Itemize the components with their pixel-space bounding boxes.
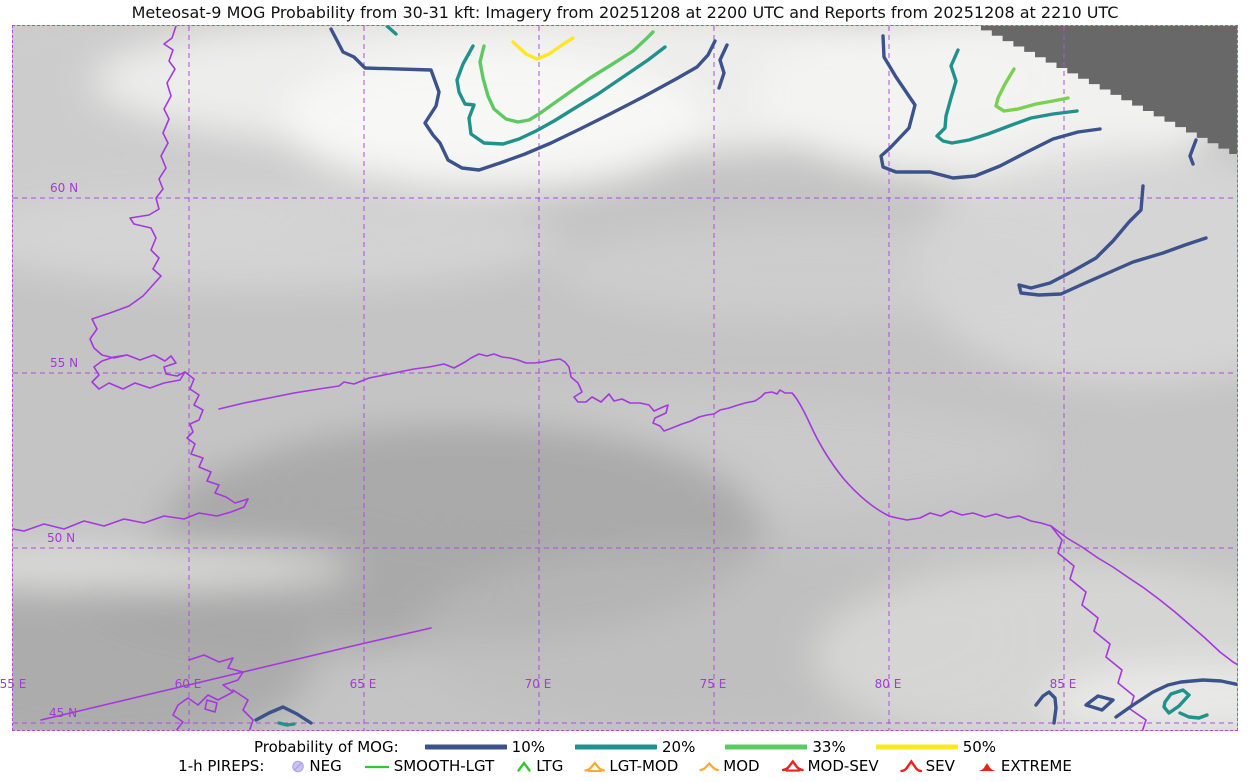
page-title: Meteosat-9 MOG Probability from 30-31 kf… bbox=[131, 3, 1119, 22]
contour-20-southeast-arc bbox=[1178, 711, 1209, 720]
legend-item-ltg: LTG bbox=[515, 757, 563, 775]
lon-label-70e: 70 E bbox=[524, 677, 552, 691]
contour-10-southeast-chevron bbox=[1034, 690, 1058, 725]
legend-label-sev: SEV bbox=[925, 757, 955, 775]
contours-33pct bbox=[478, 30, 1070, 124]
legend-label-mod-sev: MOD-SEV bbox=[807, 757, 879, 775]
contour-33-northeast bbox=[994, 67, 1070, 113]
legend-item-33pct: 33% bbox=[725, 738, 846, 756]
lon-label-75e: 75 E bbox=[699, 677, 727, 691]
lat-label-60n: 60 N bbox=[50, 181, 79, 195]
country-borders bbox=[13, 26, 1237, 730]
border-southeast-arm bbox=[1050, 525, 1237, 666]
lon-label-80e: 80 E bbox=[874, 677, 902, 691]
legend-item-mod: MOD bbox=[699, 757, 760, 775]
coast-island-2 bbox=[204, 699, 218, 713]
contour-swatch-10pct-icon bbox=[424, 744, 507, 750]
legend-item-smooth-lgt: SMOOTH-LGT bbox=[363, 757, 495, 775]
lon-label-60e: 60 E bbox=[174, 677, 202, 691]
border-lake-loop bbox=[91, 354, 186, 390]
legend-item-20pct: 20% bbox=[575, 738, 695, 756]
legend-item-50pct: 50% bbox=[875, 738, 997, 756]
pirep-sev-icon bbox=[899, 759, 922, 773]
legend-item-lgt-mod: LGT-MOD bbox=[584, 757, 678, 775]
border-diagonal-southwest bbox=[40, 627, 432, 721]
pirep-ltg-icon bbox=[517, 760, 531, 772]
pirep-lgt-mod-icon bbox=[584, 760, 606, 772]
legend-label-ltg: LTG bbox=[536, 757, 564, 775]
satellite-imagery bbox=[13, 26, 1237, 730]
mog-legend-row: Probability of MOG: 10% 20% 33% bbox=[254, 738, 996, 756]
contour-20-north-stub bbox=[385, 26, 398, 36]
contour-20-north-center bbox=[455, 44, 667, 146]
lat-label-55n: 55 N bbox=[50, 356, 79, 370]
legend-item-mod-sev: MOD-SEV bbox=[781, 757, 879, 775]
contour-10-northeast bbox=[879, 34, 1102, 180]
lat-label-50n: 50 N bbox=[47, 531, 76, 545]
contour-swatch-20pct-icon bbox=[575, 744, 658, 750]
legend-label-mod: MOD bbox=[723, 757, 760, 775]
contour-swatch-50pct-icon bbox=[875, 744, 958, 750]
contour-10-south-small bbox=[254, 705, 313, 725]
pireps-legend-title: 1-h PIREPS: bbox=[178, 757, 265, 775]
border-main bbox=[218, 353, 1052, 527]
coast-island-1 bbox=[172, 654, 244, 730]
contour-33-north-center bbox=[478, 30, 655, 124]
contour-10-southeast-loop bbox=[1084, 694, 1115, 712]
border-river-northwest bbox=[89, 26, 177, 359]
pirep-smooth-lgt-icon bbox=[364, 765, 389, 768]
lon-label-55e: 55 E bbox=[0, 677, 27, 691]
pirep-neg-icon bbox=[292, 760, 305, 772]
legend: Probability of MOG: 10% 20% 33% bbox=[0, 731, 1250, 782]
pireps-legend-row: 1-h PIREPS: NEG SMOOTH-LGT LTG bbox=[178, 757, 1072, 775]
legend-item-neg: NEG bbox=[290, 757, 342, 775]
legend-item-sev: SEV bbox=[899, 757, 955, 775]
coast-island-3 bbox=[232, 689, 254, 730]
legend-label-50pct: 50% bbox=[962, 738, 997, 756]
grid-lines bbox=[13, 26, 1237, 730]
contour-50-north-center bbox=[511, 36, 575, 61]
contour-10-east bbox=[1017, 184, 1208, 297]
no-data-region bbox=[981, 26, 1237, 154]
legend-label-20pct: 20% bbox=[662, 738, 696, 756]
legend-item-extreme: EXTREME bbox=[976, 757, 1072, 775]
pirep-mod-icon bbox=[699, 761, 720, 771]
lon-label-85e: 85 E bbox=[1049, 677, 1077, 691]
satellite-map bbox=[13, 26, 1237, 730]
legend-label-extreme: EXTREME bbox=[1000, 757, 1072, 775]
legend-label-lgt-mod: LGT-MOD bbox=[609, 757, 679, 775]
contours-50pct bbox=[511, 36, 575, 61]
border-west-strand bbox=[184, 371, 249, 504]
legend-label-10pct: 10% bbox=[511, 738, 546, 756]
contours-10pct bbox=[254, 27, 1237, 725]
lon-label-65e: 65 E bbox=[349, 677, 377, 691]
contour-20-southeast-loop bbox=[1162, 688, 1191, 715]
lat-label-45n: 45 N bbox=[49, 706, 78, 720]
legend-label-neg: NEG bbox=[309, 757, 342, 775]
contour-20-south-small bbox=[277, 721, 296, 727]
legend-item-10pct: 10% bbox=[424, 738, 546, 756]
border-staircase bbox=[1050, 525, 1147, 730]
mog-legend-title: Probability of MOG: bbox=[253, 738, 399, 756]
legend-label-smooth-lgt: SMOOTH-LGT bbox=[393, 757, 495, 775]
contour-10-northeast-stub bbox=[1188, 138, 1198, 166]
pirep-mod-sev-icon bbox=[781, 759, 804, 772]
border-west-arm bbox=[13, 498, 249, 532]
contour-20-northeast bbox=[935, 48, 1079, 145]
legend-label-33pct: 33% bbox=[812, 738, 846, 756]
contours-20pct bbox=[277, 26, 1209, 727]
map-panel bbox=[12, 25, 1238, 731]
contour-10-north-stub bbox=[717, 43, 729, 90]
contour-10-north-center bbox=[329, 27, 717, 172]
contour-swatch-33pct-icon bbox=[725, 744, 808, 750]
contour-10-southeast-line bbox=[1114, 678, 1237, 719]
pirep-extreme-icon bbox=[977, 762, 996, 771]
